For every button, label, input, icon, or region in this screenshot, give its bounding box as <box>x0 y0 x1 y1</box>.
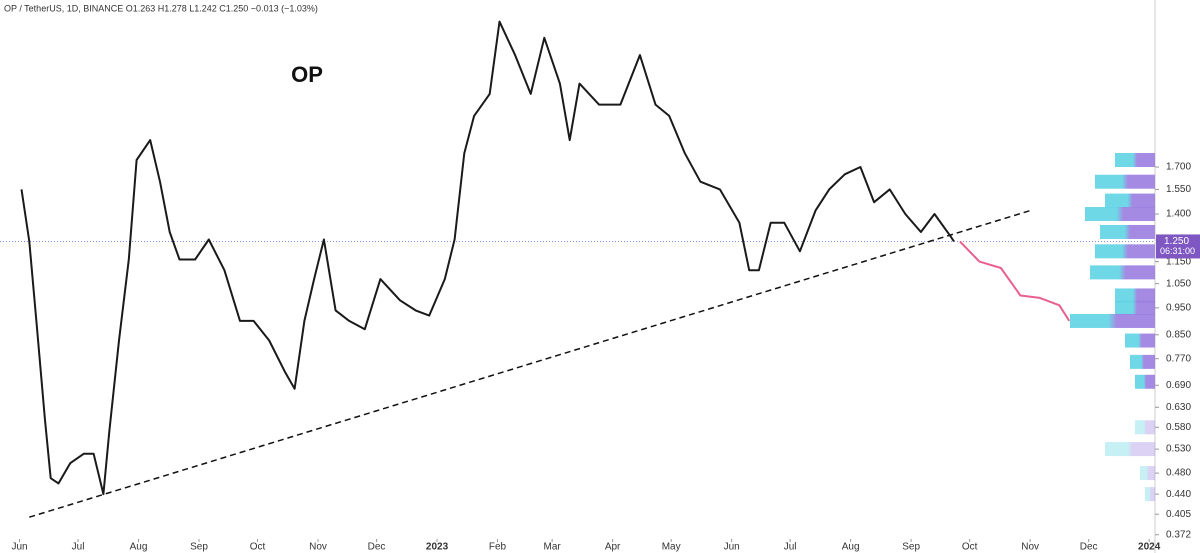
x-tick-label: May <box>662 542 681 553</box>
countdown: 06:31:00 <box>1160 246 1195 256</box>
y-tick-label: 0.440 <box>1166 489 1191 500</box>
y-tick-label: 0.850 <box>1166 329 1191 340</box>
annotation: OP <box>291 62 323 87</box>
y-tick-label: 1.550 <box>1166 184 1191 195</box>
y-tick-label: 0.770 <box>1166 353 1191 364</box>
volume-profile-bar <box>1115 300 1155 315</box>
volume-profile-bar <box>1100 224 1155 239</box>
volume-profile-bar <box>1090 265 1155 280</box>
volume-profile-bar <box>1145 487 1155 502</box>
x-tick-label: Dec <box>368 542 386 553</box>
x-tick-label: Oct <box>962 542 978 553</box>
x-tick-label: Aug <box>842 542 860 553</box>
x-tick-label: Dec <box>1080 542 1098 553</box>
volume-profile-bar <box>1140 466 1155 481</box>
x-tick-label: Mar <box>544 542 562 553</box>
price-axis-bg <box>1155 0 1200 553</box>
x-tick-label: Aug <box>130 542 148 553</box>
price-line <box>20 20 955 496</box>
y-tick-label: 0.372 <box>1166 529 1191 540</box>
y-tick-label: 1.050 <box>1166 278 1191 289</box>
header: OP / TetherUS, 1D, BINANCE O1.263 H1.278… <box>4 3 318 13</box>
y-tick-label: 1.400 <box>1166 209 1191 220</box>
volume-profile-bar <box>1115 153 1155 168</box>
x-tick-label: Jun <box>11 542 27 553</box>
volume-profile-bar <box>1135 374 1155 389</box>
x-tick-label: Oct <box>250 542 266 553</box>
volume-profile-bar <box>1105 442 1155 457</box>
x-tick-label: 2023 <box>426 542 449 553</box>
x-tick-label: Feb <box>489 542 507 553</box>
y-tick-label: 0.405 <box>1166 509 1191 520</box>
y-tick-label: 0.530 <box>1166 444 1191 455</box>
x-tick-label: Apr <box>605 542 621 553</box>
last-price-label: 1.250 <box>1164 236 1189 247</box>
volume-profile-bar <box>1095 244 1155 259</box>
x-tick-label: Jul <box>72 542 85 553</box>
x-tick-label: Jun <box>724 542 740 553</box>
y-tick-label: 0.630 <box>1166 402 1191 413</box>
y-tick-label: 0.950 <box>1166 303 1191 314</box>
x-tick-label: 2024 <box>1138 542 1161 553</box>
volume-profile-bar <box>1130 354 1155 369</box>
volume-profile-bar <box>1115 288 1155 303</box>
x-tick-label: Jul <box>784 542 797 553</box>
volume-profile-bar <box>1070 313 1155 328</box>
volume-profile-bar <box>1095 174 1155 189</box>
volume-profile-bar <box>1135 420 1155 435</box>
volume-profile-bar <box>1125 333 1155 348</box>
x-tick-label: Nov <box>1021 542 1039 553</box>
x-tick-label: Sep <box>190 542 208 553</box>
last-price-box <box>1156 234 1200 259</box>
y-tick-label: 0.480 <box>1166 468 1191 479</box>
trendline <box>29 209 1031 518</box>
y-tick-label: 0.690 <box>1166 380 1191 391</box>
x-tick-label: Nov <box>309 542 327 553</box>
y-tick-label: 1.150 <box>1166 256 1191 267</box>
volume-profile-bar <box>1085 207 1155 222</box>
volume-profile-bar <box>1105 193 1155 208</box>
x-tick-label: Sep <box>902 542 920 553</box>
y-tick-label: 0.580 <box>1166 422 1191 433</box>
y-tick-label: 1.700 <box>1166 162 1191 173</box>
price-line <box>959 240 1071 322</box>
